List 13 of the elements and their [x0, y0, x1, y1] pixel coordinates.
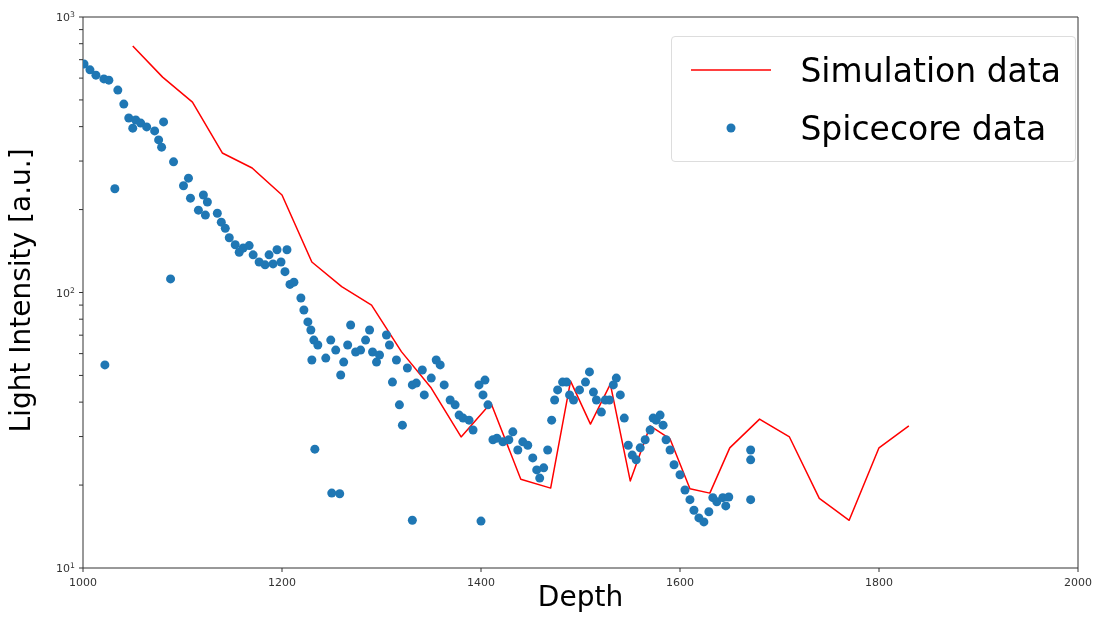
x-tick-label: 1800 [865, 576, 893, 589]
y-tick-label: 10$^{3}$ [56, 9, 76, 24]
y-tick-label: 10$^{2}$ [56, 285, 76, 300]
legend-label: Simulation data [800, 50, 1061, 90]
y-tick-label: 10$^{1}$ [56, 560, 76, 575]
x-tick-label: 1600 [666, 576, 694, 589]
x-tick-label: 2000 [1064, 576, 1092, 589]
x-tick-label: 1200 [268, 576, 296, 589]
x-axis-title: Depth [537, 580, 624, 613]
x-tick-label: 1000 [69, 576, 97, 589]
legend-label: Spicecore data [800, 108, 1047, 148]
x-tick-label: 1400 [467, 576, 495, 589]
y-axis-title: Light Intensity [a.u.] [3, 148, 37, 433]
